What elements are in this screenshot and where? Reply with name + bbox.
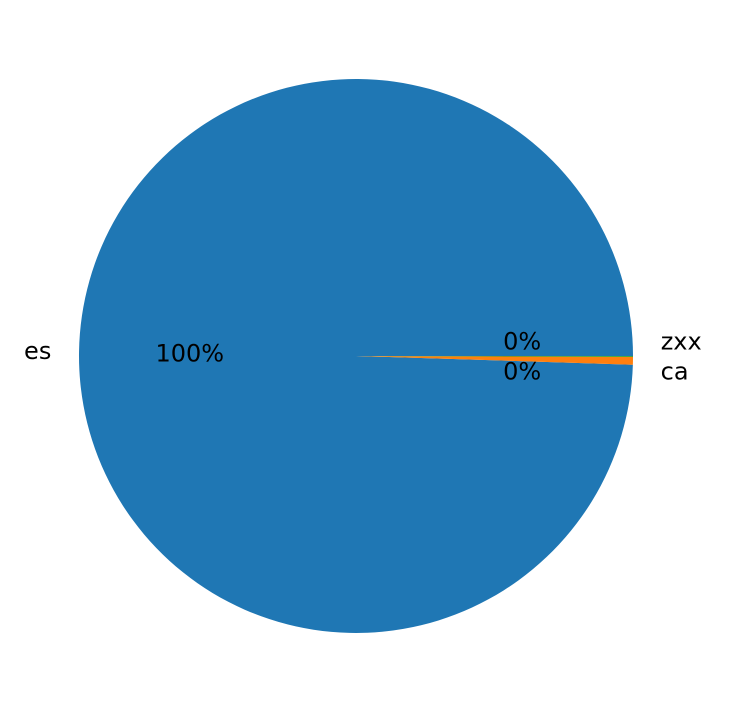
pct-label-es: 100%: [156, 339, 225, 367]
pct-label-ca: 0%: [503, 357, 541, 385]
slice-label-es: es: [24, 337, 51, 365]
pie-slice-ca: [356, 356, 633, 365]
pie-slice-zxx: [356, 356, 633, 357]
pct-label-zxx: 0%: [503, 327, 541, 355]
slice-label-ca: ca: [661, 357, 689, 385]
slice-label-zxx: zxx: [661, 327, 702, 355]
pie-slice-es: [78, 79, 633, 634]
